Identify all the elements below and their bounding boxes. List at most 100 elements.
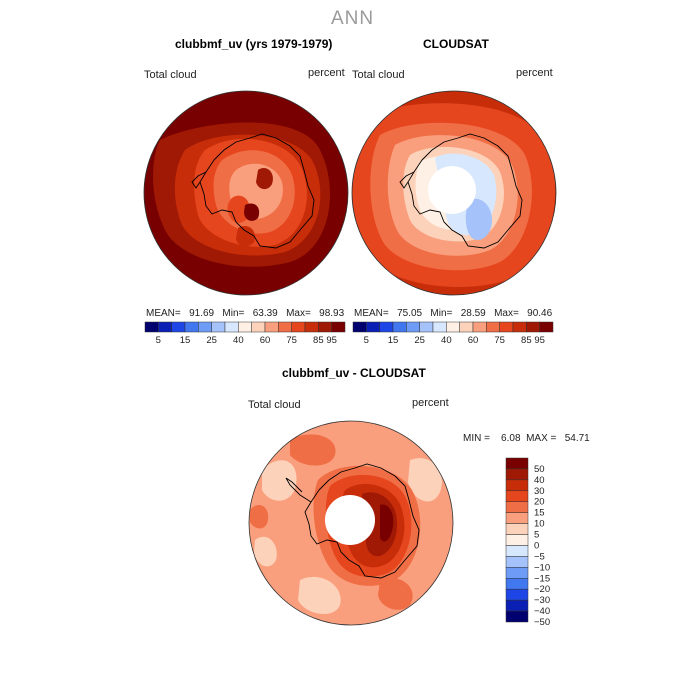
map3-missing-pole [325, 495, 375, 545]
colorbar1-swatch [278, 321, 292, 333]
colorbar3-tick-label: −50 [534, 617, 550, 628]
colorbar3-swatch [505, 501, 529, 513]
colorbar1-tick-label: 40 [233, 335, 244, 346]
colorbar3-swatch [505, 457, 529, 470]
colorbar2-swatch [499, 321, 514, 333]
colorbar1-swatch [171, 321, 186, 333]
colorbar3-swatch [505, 610, 529, 623]
colorbar2-swatch [366, 321, 380, 333]
map-panel1 [144, 91, 348, 295]
map-panel2 [352, 91, 556, 295]
colorbar2-swatch [472, 321, 487, 333]
map3-patch-light-1 [262, 460, 297, 501]
map2-missing-pole [428, 166, 476, 214]
map3-boundary [248, 420, 454, 626]
colorbar3-swatch [505, 556, 529, 568]
colorbar3-swatch [505, 567, 529, 579]
colorbar2-swatch [419, 321, 434, 333]
map2-boundary [351, 90, 557, 296]
colorbar1-tick-label: 85 [313, 335, 324, 346]
map1-boundary [143, 90, 349, 296]
colorbar2-swatch [432, 321, 447, 333]
map1-blob-pole [256, 167, 273, 190]
map3-patch-light-3 [298, 576, 341, 615]
map1-peninsula-coastline [191, 171, 207, 189]
colorbar3-tick-label: 5 [534, 530, 539, 541]
colorbar3-tick-label: −15 [534, 573, 550, 584]
colorbar1-tick-label: 60 [260, 335, 271, 346]
panel3-stats: MIN = 6.08 MAX = 54.71 [463, 433, 590, 444]
colorbar3-swatch [505, 599, 529, 612]
colorbar2-swatch [392, 321, 407, 333]
colorbar3-tick-label: 20 [534, 497, 545, 508]
colorbar2-swatch [526, 321, 540, 333]
colorbar3-tick-label: 50 [534, 464, 545, 475]
panel1-title: clubbmf_uv (yrs 1979-1979) [175, 37, 333, 51]
colorbar1-swatch [264, 321, 279, 333]
map3-patch-light-4 [254, 536, 277, 567]
colorbar2-swatch [539, 321, 554, 333]
colorbar3-swatch [505, 468, 529, 481]
map3-patch-mid-1 [290, 434, 336, 466]
panel3-title: clubbmf_uv - CLOUDSAT [282, 366, 426, 380]
colorbar3-tick-label: −10 [534, 562, 550, 573]
season-title: ANN [331, 8, 375, 29]
panel3-variable-label: Total cloud [248, 399, 301, 411]
colorbar3-tick-label: 0 [534, 540, 539, 551]
colorbar1-swatch [158, 321, 172, 333]
map2-peninsula-coastline [399, 171, 415, 189]
colorbar3-tick-label: 10 [534, 519, 545, 530]
colorbar2-tick-label: 60 [468, 335, 479, 346]
colorbar1-swatch [211, 321, 226, 333]
panel1-units-label: percent [308, 67, 345, 79]
colorbar2-tick-label: 25 [414, 335, 425, 346]
map1-antarctica-coastline [199, 133, 315, 249]
colorbar3-swatch [505, 534, 529, 546]
panel2-units-label: percent [516, 67, 553, 79]
colorbar-panel1: 5 15 25 40 60 75 85 95 [144, 321, 346, 346]
panel1-variable-label: Total cloud [144, 69, 197, 81]
map1-blob-sw [236, 225, 255, 247]
colorbar1-swatch [251, 321, 266, 333]
colorbar2-tick-label: 85 [521, 335, 532, 346]
colorbar1-tick-label: 25 [206, 335, 217, 346]
map2-contour-40 [465, 198, 492, 240]
colorbar2-tick-label: 95 [534, 335, 545, 346]
panel2-title: CLOUDSAT [423, 37, 489, 51]
colorbar1-tick-label: 15 [180, 335, 191, 346]
panel3-units-label: percent [412, 397, 449, 409]
colorbar1-swatch [331, 321, 346, 333]
colorbar1-swatch [224, 321, 239, 333]
colorbar3-swatch [505, 523, 529, 535]
colorbar2-swatch [486, 321, 500, 333]
colorbar1-swatch [198, 321, 212, 333]
map3-contour-50 [380, 504, 394, 542]
colorbar2-swatch [352, 321, 367, 333]
colorbar3-swatch [505, 588, 529, 601]
map3-antarctica-coastline [304, 463, 420, 579]
map-panel3 [249, 421, 453, 625]
colorbar1-swatch [304, 321, 319, 333]
colorbar2-tick-label: 40 [441, 335, 452, 346]
panel2-variable-label: Total cloud [352, 69, 405, 81]
colorbar3-swatch [505, 512, 529, 524]
colorbar2-swatch [459, 321, 474, 333]
colorbar1-tick-label: 75 [286, 335, 297, 346]
colorbar2-swatch [446, 321, 460, 333]
colorbar3-tick-label: −40 [534, 606, 550, 617]
colorbar3-tick-label: 15 [534, 508, 545, 519]
panel1-stats: MEAN= 91.69 Min= 63.39 Max= 98.93 [146, 308, 345, 319]
colorbar3-swatch [505, 578, 529, 590]
colorbar3-tick-label: −30 [534, 595, 550, 606]
colorbar1-swatch [144, 321, 159, 333]
colorbar3-tick-label: −20 [534, 584, 550, 595]
map3-patch-mid-3 [250, 505, 269, 529]
colorbar3-swatch [505, 545, 529, 557]
colorbar3-tick-label: 40 [534, 475, 545, 486]
colorbar2-tick-label: 5 [364, 335, 369, 346]
colorbar2-tick-label: 75 [494, 335, 505, 346]
colorbar2-swatch [379, 321, 394, 333]
colorbar2-tick-label: 15 [388, 335, 399, 346]
